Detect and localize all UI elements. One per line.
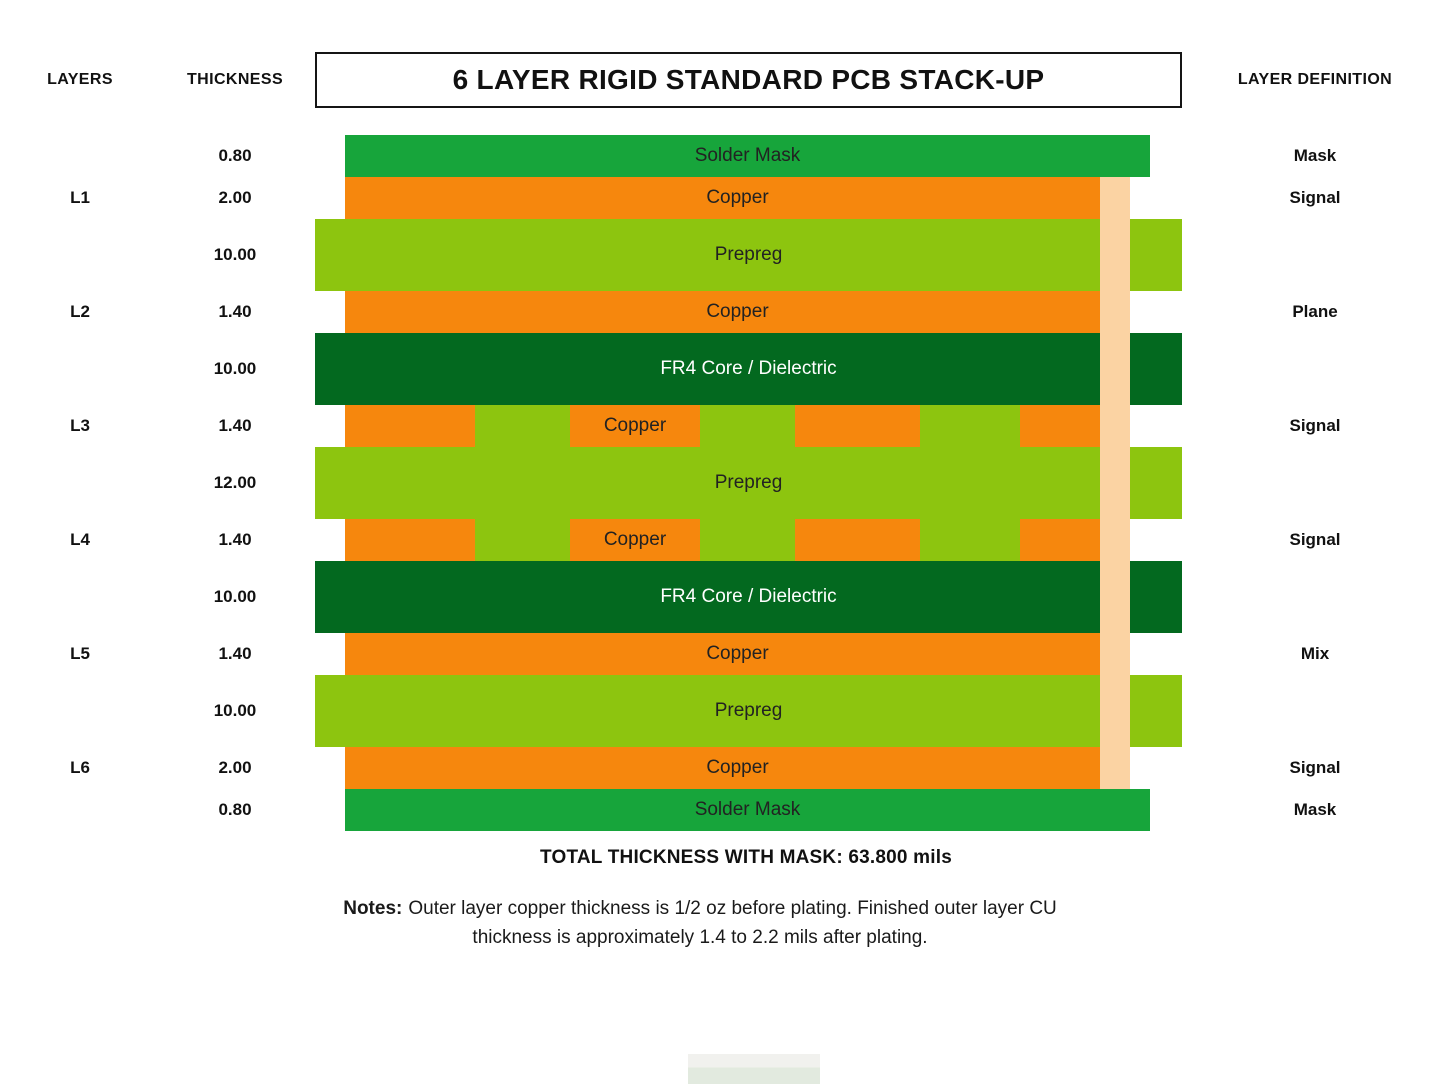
layer-id-label: L3 [70, 416, 90, 435]
layer-definition-label: Mix [1300, 644, 1330, 663]
thickness-value: 2.00 [218, 188, 252, 207]
stack-row: 10.00 FR4 Core / Dielectric [0, 333, 1448, 405]
copper-segment [345, 519, 475, 561]
band-label: Solder Mask [694, 145, 801, 166]
thickness-value: 12.00 [213, 473, 257, 492]
layer-definition-label: Plane [1292, 302, 1338, 321]
thickness-value: 2.00 [218, 758, 252, 777]
prepreg-gap [920, 519, 1020, 561]
header-row: LAYERS THICKNESS 6 LAYER RIGID STANDARD … [0, 52, 1448, 108]
band-copper: Copper [345, 747, 1130, 789]
copper-segment: Copper [570, 519, 700, 561]
band-copper: Copper [345, 177, 1130, 219]
layer-id-label: L2 [70, 302, 90, 321]
pcb-stackup-diagram: 0.80 Solder Mask Mask L1 2.00 Copper Sig… [0, 135, 1448, 831]
stack-row: 10.00 FR4 Core / Dielectric [0, 561, 1448, 633]
band-label: Prepreg [714, 472, 783, 493]
layer-id-label: L1 [70, 188, 90, 207]
band-label: Solder Mask [694, 799, 801, 820]
copper-segment: Copper [570, 405, 700, 447]
band-label: Copper [706, 187, 769, 208]
notes: Notes: Outer layer copper thickness is 1/… [328, 895, 1072, 952]
band-label: Copper [706, 757, 769, 778]
band-label: FR4 Core / Dielectric [660, 358, 837, 379]
layer-definition-label: Mask [1293, 800, 1337, 819]
thickness-value: 1.40 [218, 644, 252, 663]
layer-id-label: L5 [70, 644, 90, 663]
notes-text: Outer layer copper thickness is 1/2 oz b… [408, 898, 1057, 948]
stack-row: 10.00 Prepreg [0, 219, 1448, 291]
thickness-value: 0.80 [218, 800, 252, 819]
band-copper-segmented: Copper [345, 405, 1130, 447]
thickness-value: 10.00 [213, 587, 257, 606]
total-thickness-text: TOTAL THICKNESS WITH MASK: 63.800 mils [540, 847, 952, 868]
band-label: Prepreg [714, 244, 783, 265]
prepreg-gap [700, 519, 795, 561]
band-fr4-core: FR4 Core / Dielectric [315, 333, 1182, 405]
thickness-value: 1.40 [218, 302, 252, 321]
band-solder-mask: Solder Mask [345, 789, 1150, 831]
layer-definition-label: Signal [1289, 758, 1341, 777]
prepreg-gap [700, 405, 795, 447]
prepreg-gap [475, 405, 570, 447]
layer-definition-label: Signal [1289, 416, 1341, 435]
band-fr4-core: FR4 Core / Dielectric [315, 561, 1182, 633]
layer-id-label: L6 [70, 758, 90, 777]
stack-row: L2 1.40 Copper Plane [0, 291, 1448, 333]
band-label: FR4 Core / Dielectric [660, 586, 837, 607]
stack-row: L1 2.00 Copper Signal [0, 177, 1448, 219]
copper-segment [345, 405, 475, 447]
band-copper: Copper [345, 291, 1130, 333]
thickness-value: 0.80 [218, 146, 252, 165]
layers-column-header: LAYERS [47, 71, 113, 88]
thickness-value: 10.00 [213, 359, 257, 378]
stack-row: 0.80 Solder Mask Mask [0, 789, 1448, 831]
band-prepreg: Prepreg [315, 447, 1182, 519]
prepreg-gap [475, 519, 570, 561]
notes-label: Notes: [343, 898, 403, 919]
plated-through-hole [1100, 177, 1130, 789]
layer-definition-label: Mask [1293, 146, 1337, 165]
layer-definition-label: Signal [1289, 530, 1341, 549]
thickness-column-header: THICKNESS [186, 71, 284, 88]
prepreg-gap [920, 405, 1020, 447]
band-label: Copper [603, 415, 667, 436]
band-prepreg: Prepreg [315, 219, 1182, 291]
stack-row: L4 1.40 Copper Signal [0, 519, 1448, 561]
band-copper: Copper [345, 633, 1130, 675]
band-label: Copper [706, 643, 769, 664]
band-prepreg: Prepreg [315, 675, 1182, 747]
stack-row: 0.80 Solder Mask Mask [0, 135, 1448, 177]
stack-row: L5 1.40 Copper Mix [0, 633, 1448, 675]
layer-id-label: L4 [70, 530, 90, 549]
stack-row: 12.00 Prepreg [0, 447, 1448, 519]
band-label: Copper [706, 301, 769, 322]
cropped-watermark-logo [688, 1054, 820, 1084]
thickness-value: 1.40 [218, 416, 252, 435]
band-label: Copper [603, 529, 667, 550]
band-copper-segmented: Copper [345, 519, 1130, 561]
definition-column-header: LAYER DEFINITION [1237, 71, 1393, 88]
copper-segment [795, 519, 920, 561]
thickness-value: 1.40 [218, 530, 252, 549]
band-label: Prepreg [714, 700, 783, 721]
page-title: 6 LAYER RIGID STANDARD PCB STACK-UP [315, 52, 1182, 108]
band-solder-mask: Solder Mask [345, 135, 1150, 177]
thickness-value: 10.00 [213, 701, 257, 720]
stack-row: 10.00 Prepreg [0, 675, 1448, 747]
thickness-value: 10.00 [213, 245, 257, 264]
stack-row: L3 1.40 Copper Signal [0, 405, 1448, 447]
stack-row: L6 2.00 Copper Signal [0, 747, 1448, 789]
layer-definition-label: Signal [1289, 188, 1341, 207]
copper-segment [795, 405, 920, 447]
